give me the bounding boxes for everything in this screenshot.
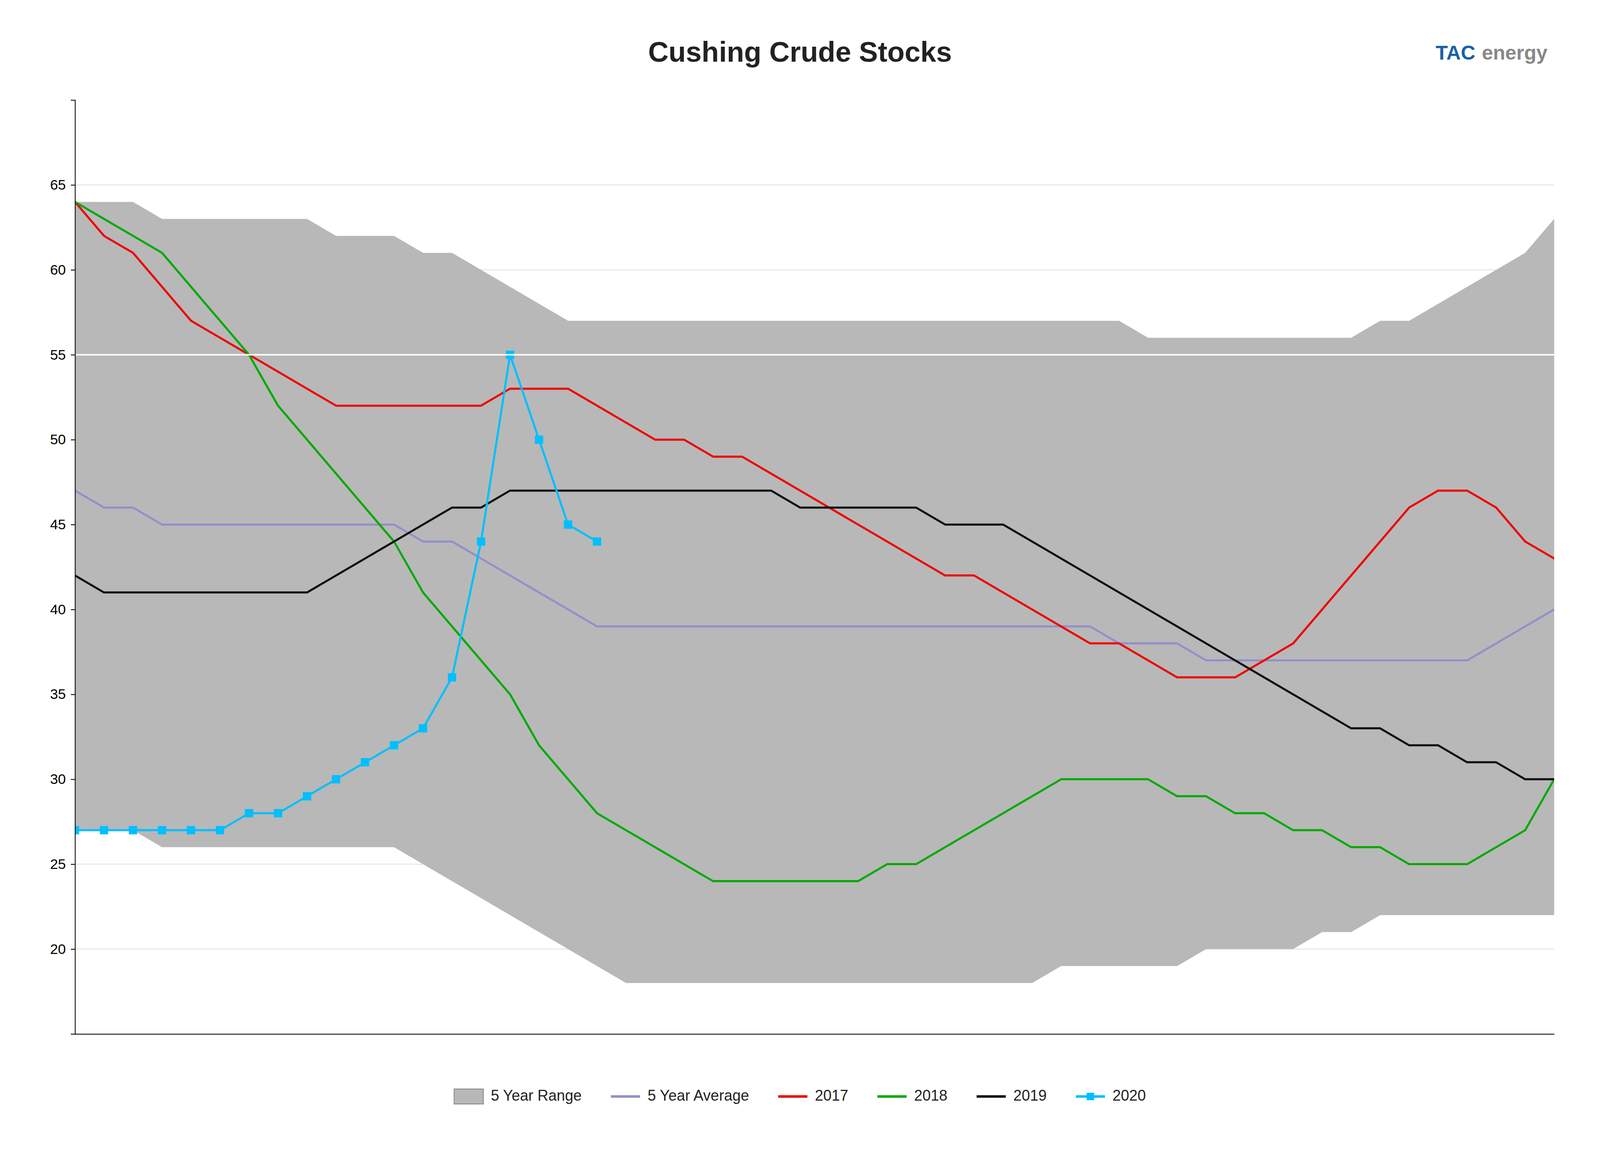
legend-label: 2017 [815,1086,849,1104]
tick-label: 60 [50,261,66,278]
marker [100,825,109,835]
grid-line [75,184,1555,186]
data [75,201,1555,983]
tick: 20 [50,940,75,957]
tick-label: 30 [50,770,66,787]
legend-swatch [976,1095,1006,1098]
tick-mark [70,524,75,525]
series-line [75,354,598,830]
marker [447,672,457,682]
legend-label: 2018 [914,1086,948,1104]
series-line [75,490,1555,660]
range-area [75,201,1555,983]
legend-item: 2018 [877,1086,948,1104]
tick-label: 20 [50,940,66,957]
tick-mark [70,609,75,610]
tick-mark [70,948,75,950]
marker [215,825,225,835]
legend-swatch [778,1095,808,1098]
tick-mark [70,778,75,780]
legend-swatch [454,1088,484,1104]
plot-area: 20 25 30 35 40 45 50 55 60 65 [50,100,1555,1035]
tick: 25 [50,855,75,872]
legend-item: 2019 [976,1086,1047,1104]
grid-line [75,354,1555,355]
tick-label: 35 [50,685,66,702]
marker [245,808,254,818]
legend-item: 5 Year Average [610,1086,750,1104]
legend-item: 5 Year Range [454,1086,582,1104]
marker [390,740,399,750]
tick-mark [70,863,75,865]
tick-mark [70,269,75,271]
legend-label: 2020 [1112,1086,1146,1104]
legend: 5 Year Range 5 Year Average 2017 2018 2019 20… [454,1086,1146,1104]
tick-label: 25 [50,855,66,872]
tick: 40 [50,601,75,618]
marker [360,757,370,767]
tick-label: 50 [50,431,66,448]
legend-swatch [610,1095,640,1098]
legend-marker [1086,1092,1095,1100]
tick-label: 40 [50,601,66,618]
legend-label: 2019 [1013,1086,1047,1104]
tick: 30 [50,770,75,787]
axis-line [70,100,76,1035]
tick-label: 65 [50,176,66,193]
tick: 65 [50,176,75,193]
x-axis [75,1033,1555,1035]
series-line [75,201,1555,881]
tick: 55 [50,346,75,363]
y-axis: 20 25 30 35 40 45 50 55 60 65 [50,100,75,1035]
marker [331,775,340,784]
marker [563,520,573,529]
tick: 35 [50,685,75,702]
legend-item: 2017 [778,1086,849,1104]
tick-mark [70,354,75,356]
legend-label: 5 Year Average [647,1086,750,1104]
legend-swatch [877,1095,907,1098]
tick: 50 [50,431,75,448]
logo: TAC energy [1435,41,1548,64]
axis-line [75,1033,1555,1035]
series-line [75,490,1555,780]
marker [477,537,486,546]
tick-label: 55 [50,346,66,363]
marker [592,537,602,546]
annotation: energy [1482,41,1548,64]
annotation: TAC [1435,41,1476,64]
tick-mark [70,439,75,440]
marker [535,435,544,444]
marker [273,808,283,818]
tick: 60 [50,261,75,278]
marker [186,825,195,835]
legend-item: 2020 [1075,1086,1146,1104]
tick-label: 45 [50,516,66,533]
legend-label: 5 Year Range [490,1086,582,1104]
tick-mark [70,694,75,695]
reference-line [75,353,1555,356]
title: Cushing Crude Stocks [647,35,952,68]
series-line [75,201,1555,678]
tick-mark [70,184,75,186]
tick: 45 [50,516,75,533]
marker [302,792,312,801]
chart: Cushing Crude Stocks TAC energy 20 25 30 35 40 4… [0,0,1600,1159]
marker [128,825,138,835]
marker [418,724,428,733]
marker [157,825,167,835]
